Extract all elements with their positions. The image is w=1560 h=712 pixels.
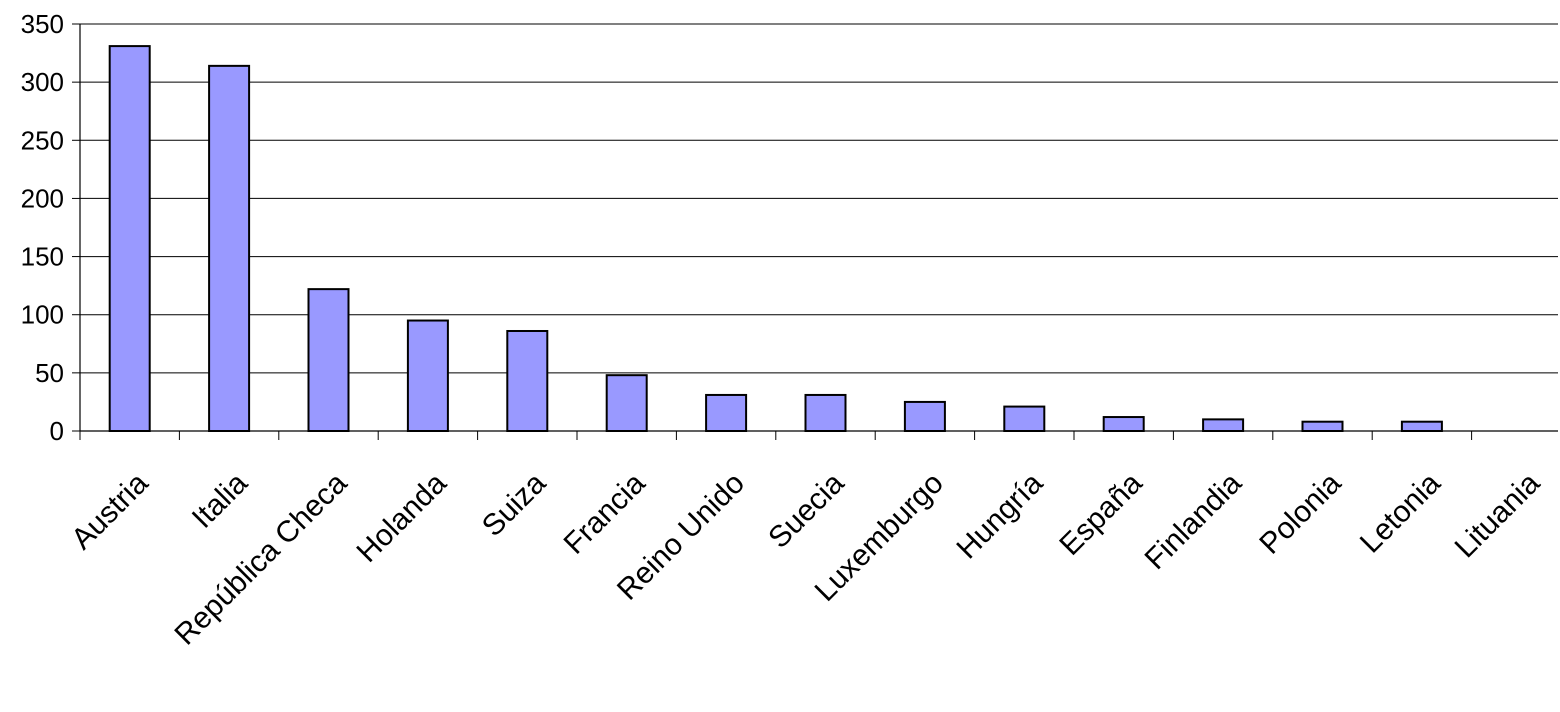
bar-reino-unido	[705, 393, 748, 432]
x-tick-label-finlandia: Finlandia	[1139, 466, 1249, 576]
y-tick-label-250: 250	[21, 125, 64, 155]
bar-españa	[1102, 416, 1145, 433]
y-tick-label-100: 100	[21, 300, 64, 330]
y-tick-label-200: 200	[21, 183, 64, 213]
bar-francia	[605, 374, 648, 433]
y-tick-label-350: 350	[21, 9, 64, 39]
x-tick-label-letonia: Letonia	[1354, 466, 1447, 559]
bar-holanda	[406, 319, 449, 432]
x-tick-label-holanda: Holanda	[350, 466, 453, 569]
x-tick-label-francia: Francia	[558, 466, 652, 560]
bar-república-checa	[307, 288, 350, 433]
x-tick-label-italia: Italia	[186, 466, 254, 534]
bar-hungría	[1003, 405, 1046, 432]
x-tick-label-españa: España	[1053, 466, 1149, 562]
bar-letonia	[1400, 420, 1443, 433]
gridlines	[80, 23, 1558, 374]
y-tick-label-50: 50	[35, 358, 64, 388]
bar-suecia	[804, 393, 847, 432]
y-tick-label-150: 150	[21, 242, 64, 272]
bar-austria	[108, 45, 151, 432]
bar-finlandia	[1202, 418, 1245, 433]
y-tick-label-0: 0	[50, 416, 64, 446]
x-tick-label-austria: Austria	[65, 466, 155, 556]
x-tick-label-hungría: Hungría	[950, 466, 1049, 565]
x-tick-label-suiza: Suiza	[476, 466, 553, 543]
x-tick-label-república-checa: República Checa	[169, 466, 354, 651]
y-tick-label-300: 300	[21, 67, 64, 97]
bar-italia	[208, 64, 251, 432]
axes	[72, 23, 1558, 440]
x-tick-label-lituania: Lituania	[1449, 466, 1547, 564]
x-tick-label-polonia: Polonia	[1253, 466, 1347, 560]
y-axis-tick-labels: 0 50 100 150 200 250 300 350	[21, 9, 64, 446]
bar-suiza	[506, 329, 549, 433]
x-tick-label-suecia: Suecia	[762, 466, 850, 554]
bar-polonia	[1301, 420, 1344, 433]
bar-luxemburgo	[903, 400, 946, 432]
